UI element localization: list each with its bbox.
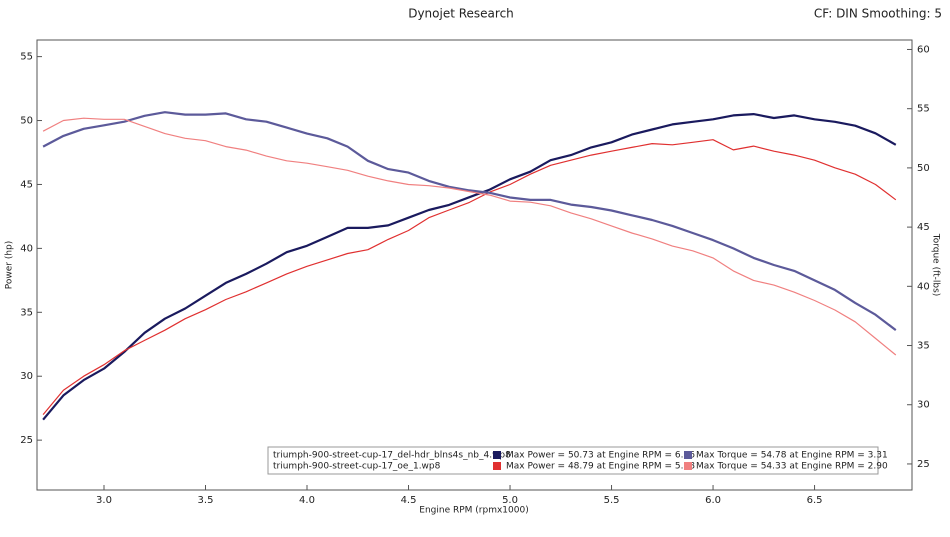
y2-tick-label: 55 bbox=[917, 104, 930, 115]
chart-title: Dynojet Research bbox=[408, 7, 514, 21]
y-tick-label: 45 bbox=[20, 179, 33, 190]
legend-power: Max Power = 48.79 at Engine RPM = 5.98 bbox=[506, 462, 695, 472]
x-tick-label: 4.5 bbox=[401, 495, 417, 506]
plot-area bbox=[36, 39, 913, 491]
x-tick-label: 3.5 bbox=[198, 495, 214, 506]
legend-swatch bbox=[493, 462, 501, 470]
x-tick-label: 5.0 bbox=[502, 495, 518, 506]
y-tick-label: 50 bbox=[20, 116, 33, 127]
y-tick-label: 25 bbox=[20, 435, 33, 446]
x-tick-label: 5.5 bbox=[604, 495, 620, 506]
y2-axis-label: Torque (ft-lbs) bbox=[931, 233, 941, 297]
y2-tick-label: 45 bbox=[917, 222, 930, 233]
legend-torque: Max Torque = 54.33 at Engine RPM = 2.90 bbox=[696, 462, 888, 472]
y-tick-label: 40 bbox=[20, 243, 33, 254]
legend-file: triumph-900-street-cup-17_oe_1.wp8 bbox=[273, 462, 441, 472]
legend-swatch bbox=[684, 462, 692, 470]
legend-swatch bbox=[684, 451, 692, 459]
x-tick-label: 6.0 bbox=[705, 495, 721, 506]
x-tick-label: 6.5 bbox=[807, 495, 823, 506]
y2-tick-label: 50 bbox=[917, 163, 930, 174]
lines bbox=[42, 111, 897, 421]
y-axis-label: Power (hp) bbox=[5, 241, 15, 290]
y2-tick-label: 25 bbox=[917, 459, 930, 470]
y-tick-label: 55 bbox=[20, 52, 33, 63]
y-tick-label: 35 bbox=[20, 307, 33, 318]
y2-tick-label: 35 bbox=[917, 341, 930, 352]
x-tick-label: 4.0 bbox=[299, 495, 315, 506]
legend-torque: Max Torque = 54.78 at Engine RPM = 3.31 bbox=[696, 451, 888, 461]
series-line bbox=[42, 111, 897, 331]
x-axis-label: Engine RPM (rpmx1000) bbox=[419, 506, 528, 516]
y2-tick-label: 60 bbox=[917, 44, 930, 55]
y2-tick-label: 30 bbox=[917, 400, 930, 411]
series-line bbox=[42, 117, 897, 356]
chart-subtitle: CF: DIN Smoothing: 5 bbox=[814, 7, 942, 21]
x-tick-label: 3.0 bbox=[96, 495, 112, 506]
legend-power: Max Power = 50.73 at Engine RPM = 6.16 bbox=[506, 451, 695, 461]
series-line bbox=[42, 113, 897, 421]
legend-swatch bbox=[493, 451, 501, 459]
series-line bbox=[42, 139, 897, 415]
y2-tick-label: 40 bbox=[917, 281, 930, 292]
y-tick-label: 30 bbox=[20, 371, 33, 382]
legend-file: triumph-900-street-cup-17_del-hdr_blns4s… bbox=[273, 451, 511, 461]
legend-box bbox=[267, 446, 879, 475]
